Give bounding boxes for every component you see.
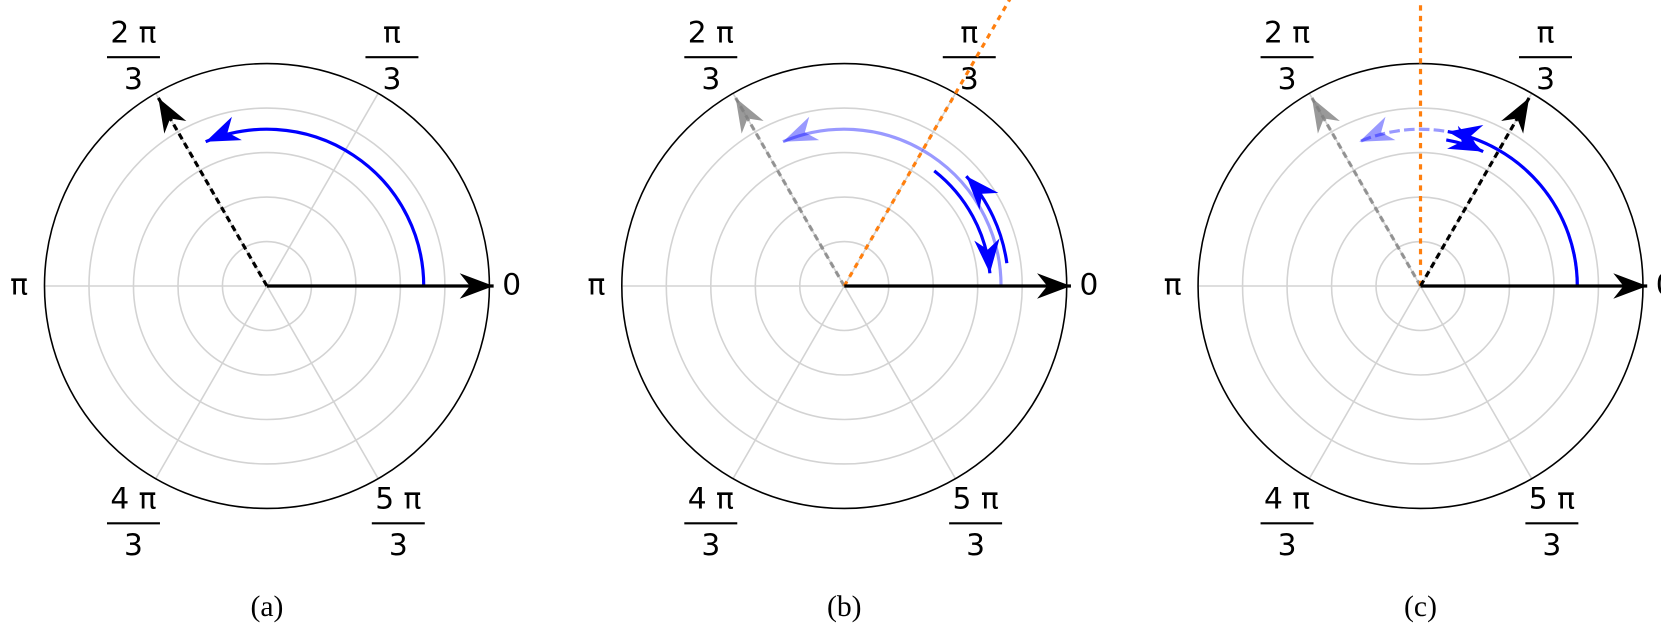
angle-label-denominator: 3 (1542, 527, 1561, 562)
caption: (b) (827, 591, 862, 623)
arrow-head (1359, 116, 1396, 142)
angle-label-denominator: 3 (966, 527, 985, 562)
arrow-head (1447, 125, 1484, 152)
figure-body: 0 π π 3 2 π 3 4 π 3 5 π 3 (a) 0 π π 3 2 π 3 4 π 3 5 π 3 (b) 0 π… (10, 0, 1661, 623)
grid-spoke (266, 285, 379, 480)
angle-label-denominator: 3 (124, 61, 143, 96)
angle-label-denominator: 3 (960, 61, 979, 96)
angle-label-numerator: 5 π (953, 480, 999, 515)
caption: (c) (1404, 591, 1437, 623)
angle-label: 0 (502, 267, 521, 302)
grid-spoke (1308, 285, 1422, 480)
arrow-head (459, 273, 494, 299)
arrow-head (1037, 273, 1071, 299)
angle-label-numerator: 5 π (375, 480, 421, 515)
reference-line (842, 0, 1012, 287)
angle-label-denominator: 3 (1278, 527, 1297, 562)
angle-label: π (10, 267, 28, 302)
arrow-head (735, 97, 764, 134)
angle-label: 0 (1080, 267, 1099, 302)
angle-label-denominator: 3 (124, 527, 143, 562)
arc-arrow (1358, 127, 1579, 287)
arrow-shaft (156, 97, 269, 287)
arrow-shaft (1419, 97, 1531, 287)
angle-label-denominator: 3 (383, 61, 402, 96)
angle-label-numerator: 2 π (688, 14, 734, 49)
grid-spoke (1419, 285, 1533, 480)
grid-spoke (843, 285, 957, 480)
angle-label-denominator: 3 (389, 527, 408, 562)
arrow-head (1613, 273, 1648, 299)
arrow-head (1311, 97, 1340, 134)
arc-arrow (782, 127, 1003, 287)
angle-label-numerator: 2 π (1264, 14, 1310, 49)
angle-label-numerator: 4 π (1264, 480, 1310, 515)
angle-label-numerator: 4 π (688, 480, 734, 515)
caption: (a) (250, 591, 283, 623)
arrow-head (205, 116, 242, 142)
arrow-shaft (734, 97, 846, 287)
angle-label-denominator: 3 (701, 61, 720, 96)
arrow-head (1501, 97, 1530, 134)
angle-label-numerator: π (960, 14, 978, 49)
angle-label-denominator: 3 (1278, 61, 1297, 96)
arrow-head (783, 116, 820, 142)
grid-spoke (732, 285, 845, 480)
arc-arrow (205, 127, 426, 287)
grid-spoke (155, 285, 268, 480)
angle-label-denominator: 3 (701, 527, 720, 562)
arrow-head (158, 97, 187, 134)
arc-arrow (1447, 130, 1579, 287)
angle-label-numerator: 5 π (1529, 480, 1575, 515)
angle-label-numerator: π (383, 14, 401, 49)
angle-label: π (1164, 267, 1182, 302)
arrow-shaft (1310, 97, 1422, 287)
angle-label-numerator: 2 π (110, 14, 156, 49)
angle-label: π (587, 267, 605, 302)
angle-label-numerator: 4 π (110, 480, 156, 515)
arrow-head (966, 176, 999, 210)
angle-label-denominator: 3 (1536, 61, 1555, 96)
angle-label-numerator: π (1537, 14, 1555, 49)
angle-label: 0 (1656, 267, 1661, 302)
arrow-head (974, 238, 1000, 274)
grid-spoke (266, 92, 379, 287)
